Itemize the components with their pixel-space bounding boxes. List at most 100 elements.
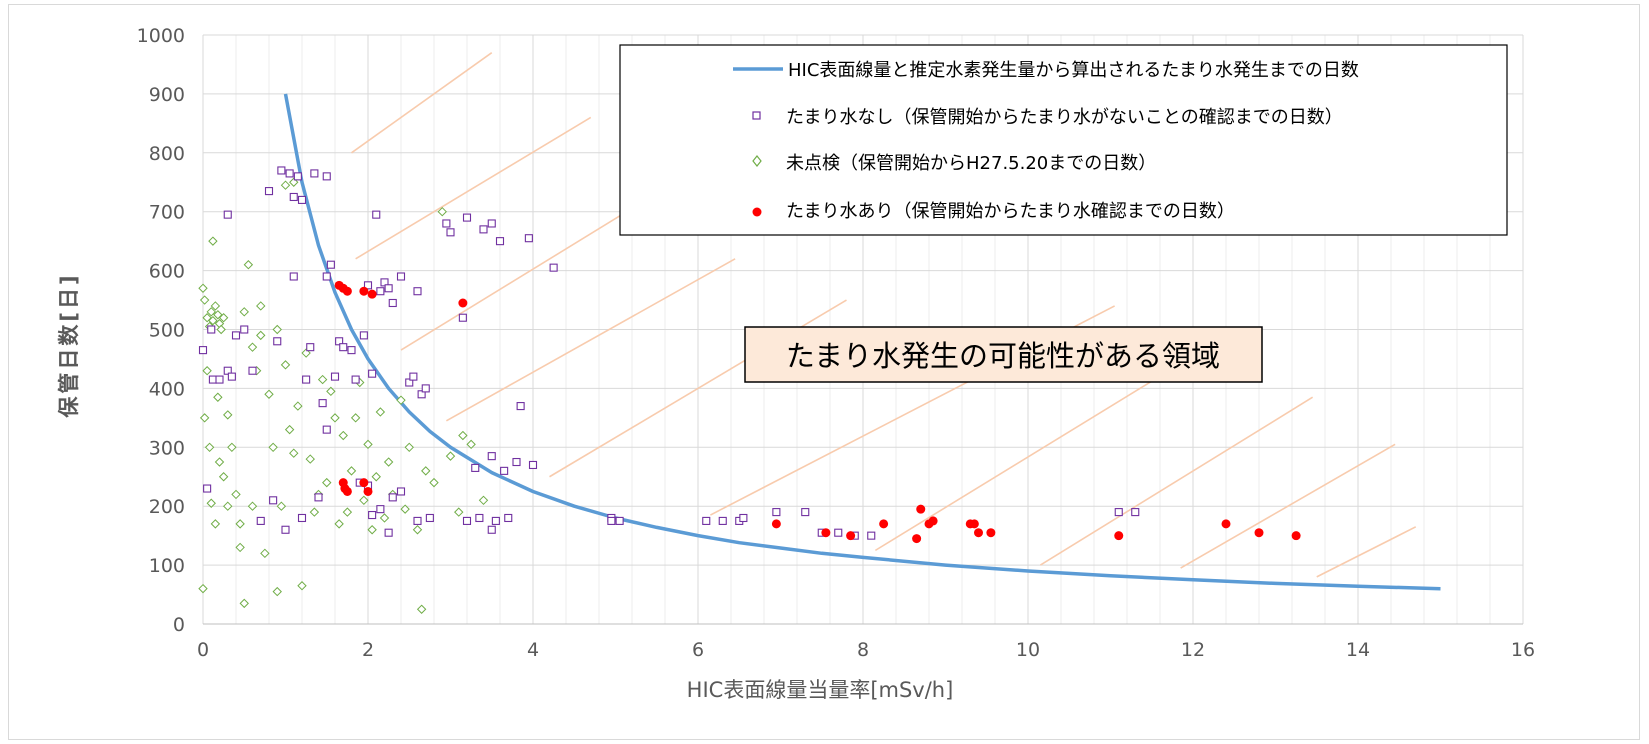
hatch-line xyxy=(445,258,736,422)
water-point xyxy=(1254,528,1264,538)
y-tick-label: 700 xyxy=(149,202,185,224)
no-water-point xyxy=(198,346,208,355)
x-axis-title: HIC表面線量当量率[mSv/h] xyxy=(687,678,954,702)
no-water-point xyxy=(273,337,282,346)
uninspected-point xyxy=(199,295,210,305)
uninspected-point xyxy=(206,307,216,317)
water-point xyxy=(916,504,926,514)
no-water-point xyxy=(405,378,414,387)
y-tick-label: 200 xyxy=(149,496,185,518)
no-water-point xyxy=(834,528,843,537)
x-tick-label: 14 xyxy=(1346,639,1370,661)
y-tick-label: 300 xyxy=(149,437,185,459)
no-water-point xyxy=(615,516,624,525)
no-water-point xyxy=(314,493,323,502)
no-water-point xyxy=(409,372,418,381)
no-water-point xyxy=(351,375,360,384)
no-water-point xyxy=(388,298,397,308)
uninspected-point xyxy=(326,386,336,397)
no-water-point xyxy=(1131,508,1140,517)
no-water-point xyxy=(289,192,298,202)
no-water-point xyxy=(462,516,472,525)
no-water-point xyxy=(368,369,377,378)
uninspected-point xyxy=(264,389,274,399)
no-water-point xyxy=(297,513,307,523)
uninspected-point xyxy=(334,519,344,529)
uninspected-point xyxy=(276,501,287,511)
uninspected-point xyxy=(213,392,223,402)
hatch-line xyxy=(1316,526,1417,578)
uninspected-point xyxy=(239,598,249,609)
chart-frame xyxy=(8,4,1640,740)
water-point xyxy=(928,516,938,526)
y-tick-label: 1000 xyxy=(137,25,185,47)
uninspected-point xyxy=(198,283,208,293)
hatch-line xyxy=(1180,443,1396,569)
y-axis-title: 保管日数[日] xyxy=(57,272,81,418)
no-water-point xyxy=(376,287,385,296)
uninspected-point xyxy=(297,581,307,591)
series-line-curve xyxy=(283,93,1441,591)
no-water-point xyxy=(322,425,331,434)
uninspected-point xyxy=(400,504,410,514)
no-water-point xyxy=(491,516,500,525)
uninspected-point xyxy=(208,315,218,326)
y-tick-label: 900 xyxy=(149,84,185,106)
no-water-point xyxy=(549,263,558,272)
no-water-point xyxy=(396,487,406,496)
water-point xyxy=(846,531,856,541)
no-water-point xyxy=(500,466,509,475)
uninspected-point xyxy=(367,525,377,535)
curve-layer xyxy=(283,93,1441,591)
no-water-point xyxy=(256,516,265,525)
uninspected-point xyxy=(322,477,332,488)
uninspected-point xyxy=(412,525,423,535)
no-water-point xyxy=(347,346,356,355)
uninspected-point xyxy=(309,507,320,517)
no-water-point xyxy=(215,375,224,384)
uninspected-point xyxy=(371,472,381,482)
uninspected-point xyxy=(293,401,303,411)
no-water-point xyxy=(487,219,496,228)
no-water-point xyxy=(772,508,781,517)
no-water-point xyxy=(293,172,302,181)
no-water-point xyxy=(384,284,393,293)
uninspected-point xyxy=(359,495,369,506)
no-water-point xyxy=(223,210,232,219)
no-water-point xyxy=(372,210,381,219)
no-water-point xyxy=(417,390,426,399)
uninspected-point xyxy=(202,313,212,323)
water-point xyxy=(969,519,979,529)
water-point xyxy=(342,486,352,496)
y-tick-label: 800 xyxy=(149,143,185,165)
y-tick-label: 500 xyxy=(149,320,185,342)
uninspected-point xyxy=(379,513,390,523)
x-tick-label: 2 xyxy=(362,639,374,661)
no-water-point xyxy=(339,343,348,352)
no-water-point xyxy=(718,516,727,525)
uninspected-point xyxy=(268,442,278,453)
no-water-point xyxy=(330,372,340,381)
uninspected-point xyxy=(256,301,266,311)
uninspected-point xyxy=(478,495,489,506)
no-water-point xyxy=(207,325,216,334)
x-tick-label: 6 xyxy=(692,639,704,661)
uninspected-point xyxy=(317,374,328,385)
legend-swatch-uninspected xyxy=(752,155,762,167)
no-water-point xyxy=(285,169,294,178)
no-water-point xyxy=(524,234,533,243)
no-water-point xyxy=(413,287,422,296)
uninspected-point xyxy=(466,439,476,450)
no-water-point xyxy=(363,281,373,290)
no-water-point xyxy=(446,228,455,237)
water-point xyxy=(1221,519,1231,529)
no-water-point xyxy=(322,272,331,281)
no-water-point xyxy=(504,513,513,523)
legend-swatch-water xyxy=(752,207,762,217)
no-water-point xyxy=(380,278,389,287)
legend-label-no-water: たまり水なし（保管開始からたまり水がないことの確認までの日数） xyxy=(786,107,1343,128)
uninspected-point xyxy=(235,542,245,553)
water-point xyxy=(912,534,922,544)
